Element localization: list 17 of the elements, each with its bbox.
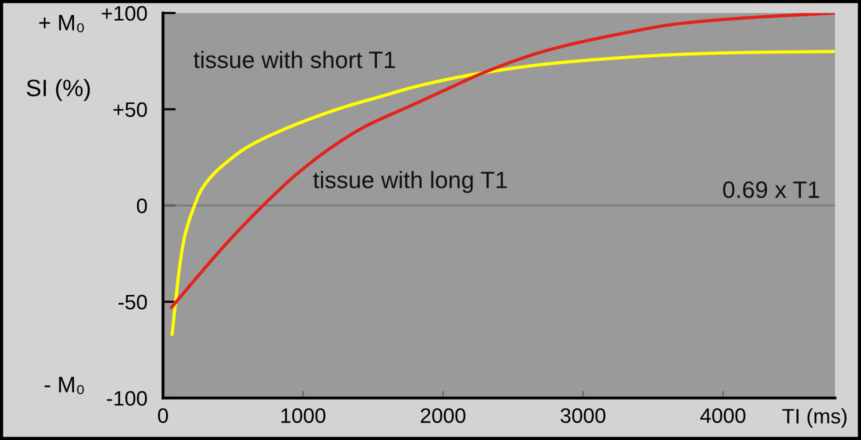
text: - M₀ [44,376,84,394]
series-label: tissue with short T1 [194,50,396,68]
y-tick-label: -100 [106,391,147,406]
y-tick-label: +50 [113,102,147,118]
x-axis-title: TI (ms) [782,408,847,428]
y-axis-title: SI (%) [26,78,90,101]
x-tick-label: 1000 [281,408,326,424]
x-tick-label: 2000 [420,408,466,424]
series-label: tissue with long T1 [313,171,507,194]
x-tick-label: 3000 [560,408,606,424]
x-tick-label: 0 [158,408,168,424]
text: + M₀ [39,15,84,32]
y-tick-label: 0 [136,198,147,214]
y-tick-label: -50 [118,294,147,310]
ref-line-label: 0.69 x T1 [723,181,820,198]
y-tick-label: +100 [102,6,147,21]
x-tick-label: 4000 [700,408,746,424]
